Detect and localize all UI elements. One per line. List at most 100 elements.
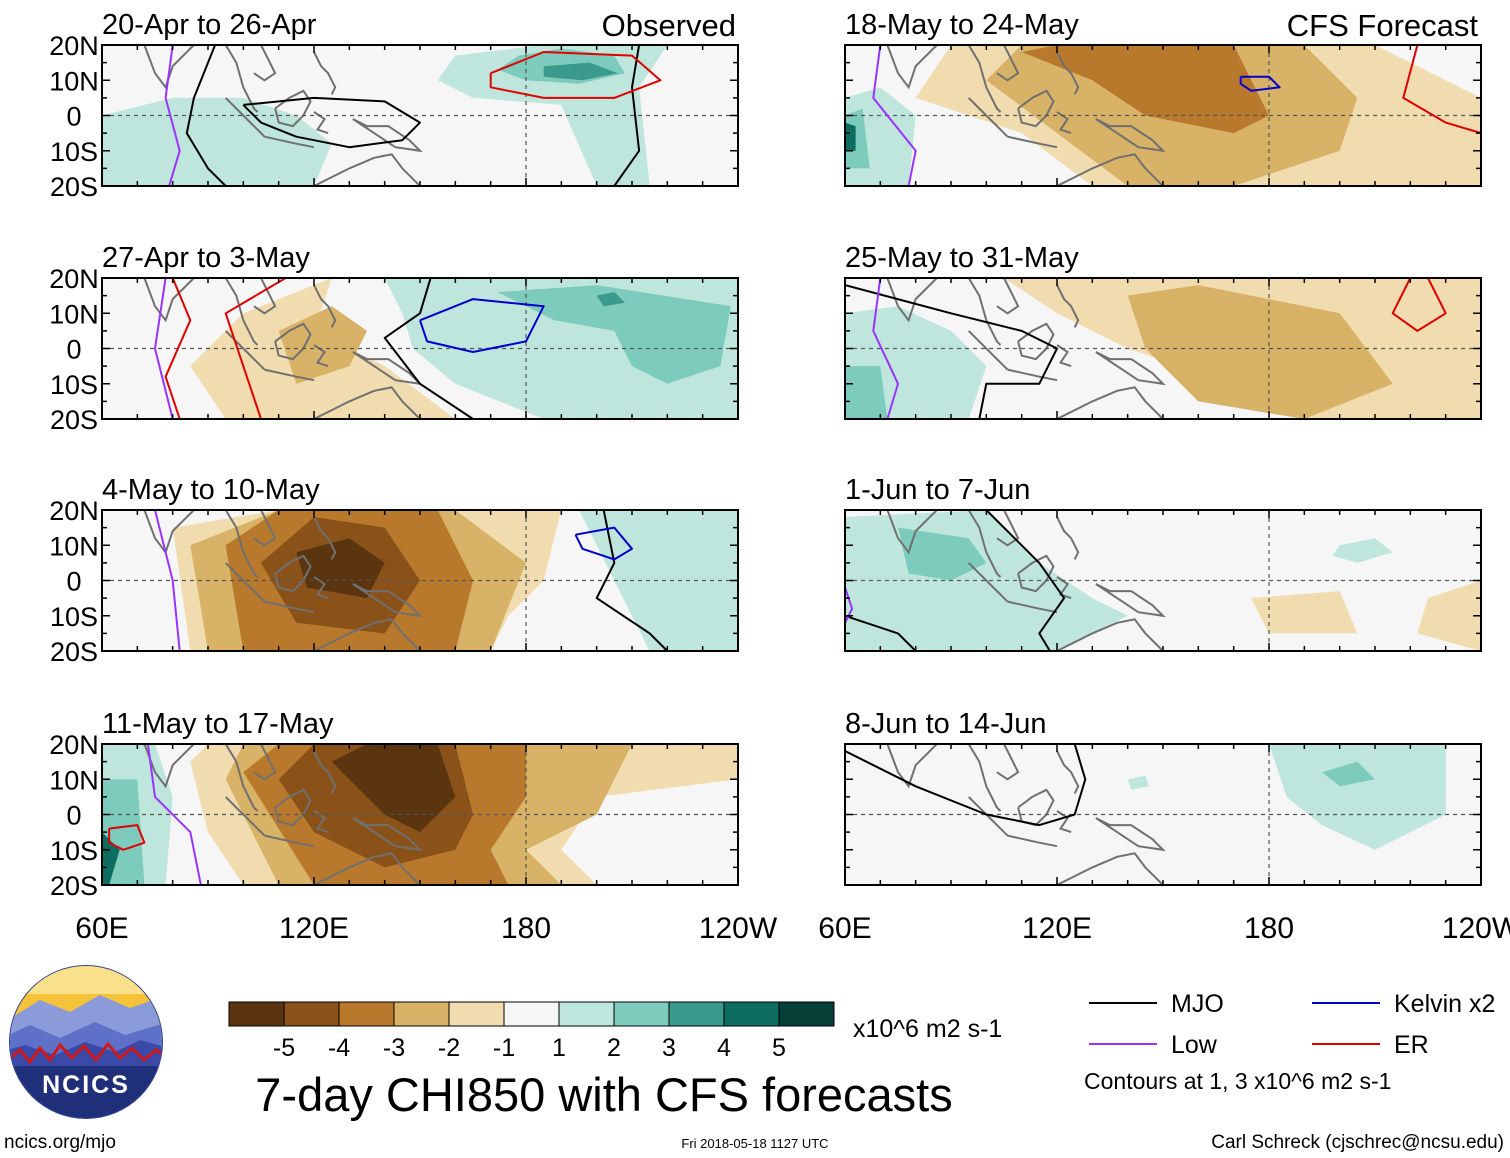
coastline <box>313 153 421 186</box>
colorbar-tick-label: 2 <box>607 1034 621 1062</box>
y-tick-label: 10N <box>49 531 99 561</box>
anomaly-fill-4 <box>845 122 856 151</box>
panel-5: 18-May to 24-May <box>844 9 1482 187</box>
y-tick-label: 10N <box>49 66 99 96</box>
contour-mjo <box>383 278 474 419</box>
coastline <box>1095 817 1166 852</box>
coastline <box>143 278 195 323</box>
panel-plot-area <box>845 744 1481 885</box>
anomaly-fill--5 <box>296 538 385 599</box>
contour-kelvin-x2 <box>574 526 633 561</box>
x-tick-label: 60E <box>818 912 871 945</box>
y-tick-label: 10N <box>49 765 99 795</box>
coastline <box>352 583 423 618</box>
anomaly-fill-2 <box>898 527 987 581</box>
y-tick-label: 20S <box>50 405 98 435</box>
panel-plot-area <box>102 45 738 186</box>
contour-kelvin-x2 <box>419 298 545 353</box>
website-link[interactable]: ncics.org/mjo <box>4 1132 116 1153</box>
coastline <box>143 45 195 90</box>
legend-label: ER <box>1394 1031 1429 1059</box>
coastline <box>1095 351 1166 386</box>
coastline <box>264 600 315 614</box>
panel-6: 25-May to 31-May <box>844 242 1482 420</box>
coastline <box>967 45 1002 113</box>
colorbar-swatch <box>668 1001 725 1027</box>
panel-period-label: 20-Apr to 26-Apr <box>102 9 317 41</box>
contour-mjo <box>242 96 421 149</box>
y-tick-label: 20S <box>50 172 98 202</box>
coastline <box>352 118 423 153</box>
coastline <box>274 788 312 827</box>
coastline <box>274 89 312 128</box>
colorbar-tick-label: -2 <box>438 1034 460 1062</box>
contour-mjo <box>595 510 669 651</box>
x-tick-label: 180 <box>501 912 551 945</box>
coastline <box>886 278 938 323</box>
panel-plot-area <box>102 510 738 651</box>
colorbar-swatch <box>778 1001 835 1027</box>
colorbar-swatch <box>448 1001 505 1027</box>
colorbar-tick-label: 4 <box>717 1034 731 1062</box>
coastline <box>253 744 277 781</box>
coastline <box>224 796 266 837</box>
contour-low <box>845 587 854 624</box>
y-tick-label: 20N <box>49 31 99 61</box>
coastline <box>253 510 277 547</box>
coastline <box>313 750 337 794</box>
y-tick-label: 10S <box>50 602 98 632</box>
y-tick-label: 20N <box>49 496 99 526</box>
coastline <box>996 45 1020 82</box>
contour-mjo <box>845 284 1058 419</box>
legend-label: MJO <box>1171 990 1224 1018</box>
observed-label: Observed <box>602 8 736 43</box>
coastline <box>1007 834 1058 848</box>
contour-er <box>164 278 192 419</box>
coastline <box>967 510 1002 578</box>
colorbar-tick-label: -5 <box>273 1034 295 1062</box>
author-credit: Carl Schreck (cjschrec@ncsu.edu) <box>1211 1132 1504 1153</box>
contour-er <box>1391 278 1447 332</box>
anomaly-fill-4 <box>102 832 120 885</box>
colorbar-swatch <box>613 1001 670 1027</box>
contour-mjo <box>613 45 641 186</box>
coastline <box>1056 284 1080 328</box>
coastline <box>967 97 1009 138</box>
coastline <box>1095 583 1166 618</box>
colorbar-tick-label: 3 <box>662 1034 676 1062</box>
coastline <box>224 744 259 812</box>
coastline <box>274 554 312 593</box>
coastline <box>886 744 938 789</box>
anomaly-fill-2 <box>845 366 888 419</box>
colorbar-swatch <box>558 1001 615 1027</box>
coastline <box>1017 554 1055 593</box>
anomaly-fill-2 <box>497 285 731 384</box>
coastline <box>1056 852 1164 885</box>
panel-period-label: 4-May to 10-May <box>102 474 320 506</box>
anomaly-fill-1 <box>102 97 332 186</box>
colorbar-swatch <box>228 1001 285 1027</box>
coastline <box>1056 750 1080 794</box>
anomaly-fill-2 <box>1322 761 1375 787</box>
timestamp: Fri 2018-05-18 1127 UTC <box>681 1136 828 1151</box>
anomaly-fill-1 <box>1127 775 1149 790</box>
coastline <box>253 278 277 315</box>
y-tick-label: 20N <box>49 264 99 294</box>
colorbar-tick-label: 1 <box>552 1034 566 1062</box>
anomaly-fill--5 <box>331 744 456 833</box>
forecast-label: CFS Forecast <box>1287 8 1479 43</box>
colorbar-units: x10^6 m2 s-1 <box>853 1015 1002 1043</box>
x-tick-label: 120E <box>1022 912 1092 945</box>
panel-plot-area <box>845 278 1481 419</box>
figure-title: 7-day CHI850 with CFS forecasts <box>255 1068 952 1121</box>
coastline <box>264 368 315 382</box>
anomaly-fill-1 <box>437 45 668 186</box>
panel-period-label: 18-May to 24-May <box>845 9 1079 41</box>
coastline <box>313 516 337 560</box>
coastline <box>1056 618 1164 651</box>
x-tick-label: 120W <box>1442 912 1510 945</box>
contour-low <box>154 510 181 651</box>
